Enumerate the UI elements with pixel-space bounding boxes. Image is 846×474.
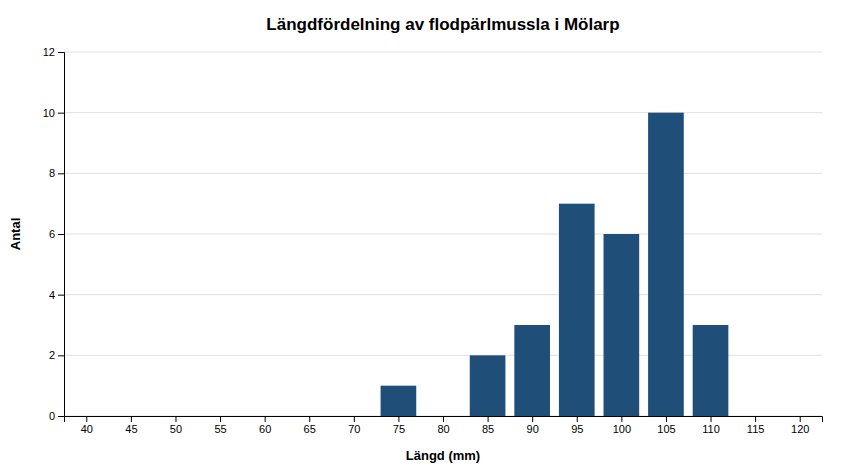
x-tick: 90 — [527, 416, 539, 435]
x-tick: 65 — [304, 416, 316, 435]
y-tick-label: 8 — [49, 167, 55, 179]
y-tick-mark — [58, 355, 64, 356]
grid-line — [64, 52, 822, 53]
x-tick-mark — [175, 416, 176, 422]
y-axis-title: Antal — [8, 218, 23, 251]
bar — [559, 204, 595, 416]
grid-line — [64, 173, 822, 174]
x-tick-label: 95 — [571, 423, 583, 435]
x-tick: 95 — [571, 416, 583, 435]
x-tick-label: 70 — [348, 423, 360, 435]
grid-line — [64, 234, 822, 235]
x-axis-line — [65, 417, 823, 423]
y-tick-mark — [58, 173, 64, 174]
y-tick: 2 — [49, 349, 64, 361]
y-tick-label: 10 — [43, 107, 55, 119]
y-axis: 0 2 4 6 8 10 12 — [43, 46, 65, 422]
x-tick-label: 85 — [482, 423, 494, 435]
x-tick: 85 — [482, 416, 494, 435]
y-tick-mark — [58, 52, 64, 53]
chart-title: Längdfördelning av flodpärlmussla i Möla… — [266, 15, 619, 34]
y-tick: 8 — [49, 167, 64, 179]
bar — [381, 386, 417, 416]
y-tick: 6 — [49, 228, 64, 240]
x-tick: 60 — [259, 416, 271, 435]
y-tick-mark — [58, 113, 64, 114]
y-axis-line — [58, 53, 65, 417]
y-tick: 4 — [49, 289, 64, 301]
x-tick: 120 — [791, 416, 809, 435]
y-tick: 12 — [43, 46, 64, 58]
chart-container: 4045505560657075808590951001051101151200… — [0, 0, 846, 474]
x-tick-mark — [86, 416, 87, 422]
y-tick-label: 6 — [49, 228, 55, 240]
x-tick: 70 — [348, 416, 360, 435]
y-tick-mark — [58, 234, 64, 235]
x-tick-label: 60 — [259, 423, 271, 435]
x-tick-mark — [354, 416, 355, 422]
x-tick-mark — [220, 416, 221, 422]
y-tick-label: 4 — [49, 289, 55, 301]
x-tick-label: 110 — [702, 423, 720, 435]
x-axis: 40 45 50 55 60 65 70 75 80 85 90 95 100 105 110 115 120 — [65, 416, 823, 435]
x-tick-mark — [131, 416, 132, 422]
x-tick-mark — [577, 416, 578, 422]
x-tick: 100 — [613, 416, 631, 435]
y-tick: 10 — [43, 107, 64, 119]
x-tick: 110 — [702, 416, 720, 435]
x-tick-label: 50 — [170, 423, 182, 435]
x-tick-label: 40 — [81, 423, 93, 435]
grid — [64, 52, 822, 416]
x-tick-label: 115 — [747, 423, 765, 435]
x-tick-label: 65 — [304, 423, 316, 435]
x-tick: 105 — [657, 416, 675, 435]
x-tick-label: 80 — [437, 423, 449, 435]
x-tick-mark — [488, 416, 489, 422]
x-tick-mark — [443, 416, 444, 422]
x-tick-mark — [711, 416, 712, 422]
x-tick: 115 — [747, 416, 765, 435]
x-tick-label: 90 — [527, 423, 539, 435]
x-tick-label: 75 — [393, 423, 405, 435]
grid-line — [64, 294, 822, 295]
bar — [648, 113, 684, 416]
x-tick: 80 — [437, 416, 449, 435]
plot-area: 4045505560657075808590951001051101151200… — [43, 46, 823, 435]
x-tick-label: 55 — [214, 423, 226, 435]
x-tick-mark — [666, 416, 667, 422]
x-tick-mark — [398, 416, 399, 422]
x-tick: 75 — [393, 416, 405, 435]
bar — [514, 325, 550, 416]
x-tick-mark — [755, 416, 756, 422]
y-tick-label: 2 — [49, 349, 55, 361]
x-tick-mark — [800, 416, 801, 422]
grid-line — [64, 112, 822, 113]
x-tick-mark — [532, 416, 533, 422]
x-tick-label: 45 — [125, 423, 137, 435]
y-tick-label: 12 — [43, 46, 55, 58]
y-tick-mark — [58, 416, 64, 417]
chart-svg: 4045505560657075808590951001051101151200… — [0, 0, 846, 474]
x-tick-label: 105 — [657, 423, 675, 435]
x-axis-title: Längd (mm) — [406, 448, 480, 463]
x-tick: 40 — [81, 416, 93, 435]
x-tick: 50 — [170, 416, 182, 435]
x-tick: 55 — [214, 416, 226, 435]
y-tick-mark — [58, 295, 64, 296]
x-tick-label: 100 — [613, 423, 631, 435]
bar — [604, 234, 640, 416]
x-tick-label: 120 — [791, 423, 809, 435]
y-tick: 0 — [49, 410, 64, 422]
x-tick-mark — [309, 416, 310, 422]
bars — [381, 113, 729, 416]
x-tick-mark — [621, 416, 622, 422]
y-tick-label: 0 — [49, 410, 55, 422]
x-tick-mark — [265, 416, 266, 422]
x-tick: 45 — [125, 416, 137, 435]
bar — [470, 355, 506, 416]
bar — [693, 325, 729, 416]
